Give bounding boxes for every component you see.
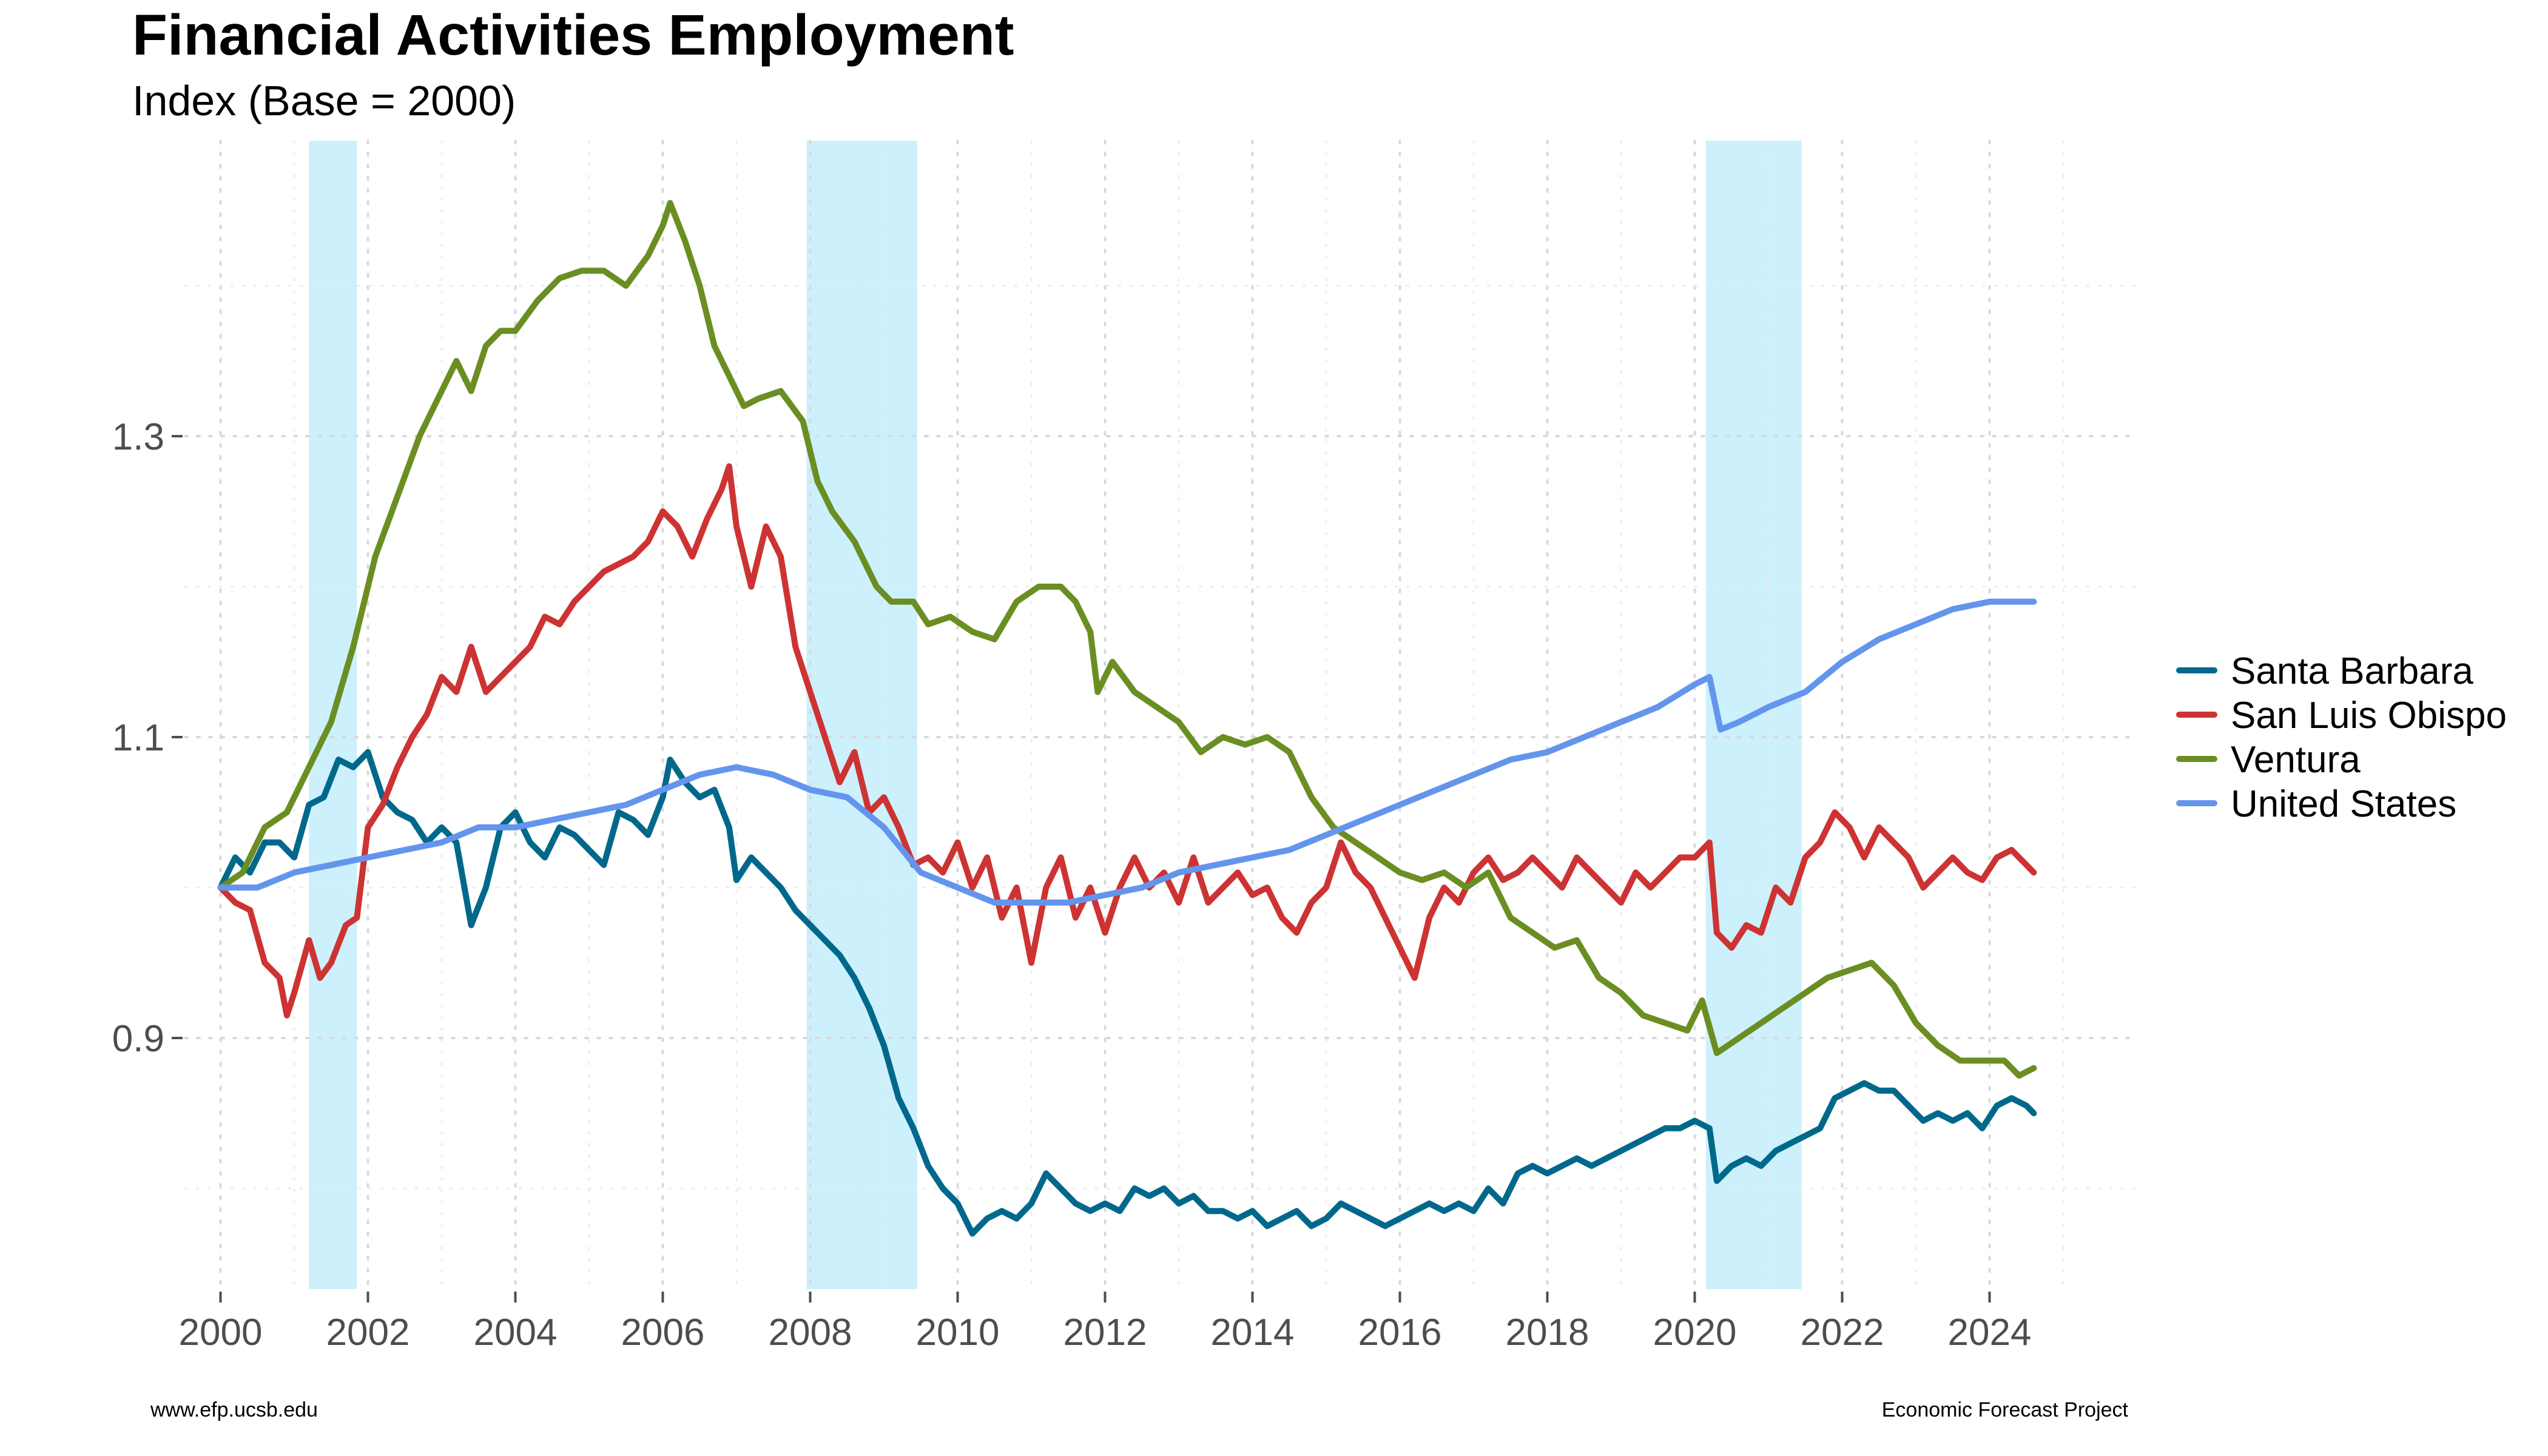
series-lines	[217, 200, 2037, 1237]
x-tick-label: 2002	[326, 1312, 410, 1353]
x-tick-label: 2010	[916, 1312, 1000, 1353]
x-tick-label: 2006	[621, 1312, 705, 1353]
recession-band	[806, 141, 917, 1289]
grid	[184, 140, 2137, 1290]
footer-left: www.efp.ucsb.edu	[150, 1398, 318, 1421]
legend-label: San Luis Obispo	[2231, 695, 2507, 736]
legend-label: Ventura	[2231, 739, 2361, 781]
x-tick-label: 2016	[1358, 1312, 1442, 1353]
x-tick-label: 2018	[1506, 1312, 1589, 1353]
chart-title: Financial Activities Employment	[132, 3, 1014, 67]
x-tick-label: 2008	[769, 1312, 852, 1353]
x-tick-label: 2000	[179, 1312, 263, 1353]
legend-label: Santa Barbara	[2231, 650, 2473, 692]
recession-bands	[309, 141, 1802, 1289]
y-tick-label: 1.1	[112, 717, 164, 759]
x-tick-label: 2014	[1211, 1312, 1295, 1353]
y-tick-label: 0.9	[112, 1018, 164, 1060]
chart-subtitle: Index (Base = 2000)	[132, 77, 516, 124]
legend-label: United States	[2231, 783, 2456, 825]
series-line	[217, 463, 2037, 1019]
series-line	[217, 598, 2037, 906]
series-line	[217, 749, 2037, 1237]
x-tick-label: 2022	[1801, 1312, 1884, 1353]
x-tick-label: 2012	[1063, 1312, 1147, 1353]
x-tick-label: 2024	[1948, 1312, 2032, 1353]
y-tick-label: 1.3	[112, 416, 164, 458]
axis-ticks: 0.9 1.1 1.3 2000 2002 2004 2006 2008 2010 2012 201…	[112, 416, 2032, 1353]
x-tick-label: 2004	[474, 1312, 558, 1353]
footer-right: Economic Forecast Project	[1882, 1398, 2129, 1421]
series-line	[217, 200, 2037, 1079]
x-tick-label: 2020	[1653, 1312, 1737, 1353]
